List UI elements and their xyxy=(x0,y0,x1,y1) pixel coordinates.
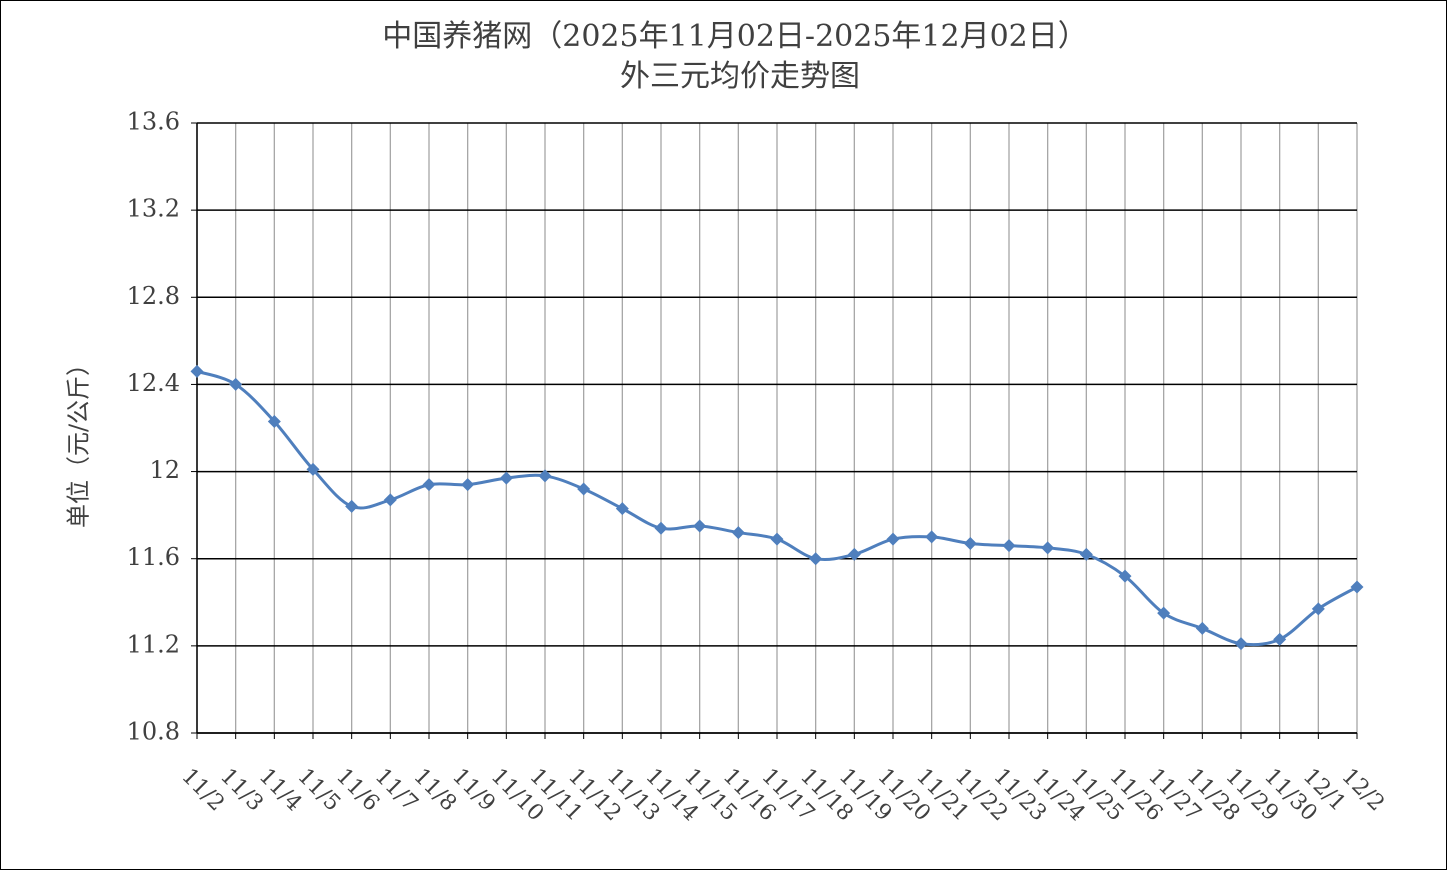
marker xyxy=(1002,539,1016,553)
marker xyxy=(229,377,243,391)
marker xyxy=(1041,541,1055,555)
marker xyxy=(654,521,668,535)
marker xyxy=(499,471,513,485)
y-tick-label: 12.8 xyxy=(127,282,180,310)
marker xyxy=(1350,580,1364,594)
marker xyxy=(383,493,397,507)
marker xyxy=(693,519,707,533)
marker xyxy=(1234,637,1248,651)
y-tick-label: 12 xyxy=(149,456,180,484)
marker xyxy=(1157,606,1171,620)
marker xyxy=(1079,547,1093,561)
y-tick-label: 11.6 xyxy=(127,543,180,571)
marker xyxy=(345,499,359,513)
y-tick-label: 10.8 xyxy=(127,718,180,746)
marker xyxy=(306,462,320,476)
y-tick-label: 12.4 xyxy=(127,369,180,397)
y-tick-label: 13.2 xyxy=(127,195,180,223)
marker xyxy=(615,502,629,516)
marker xyxy=(1311,602,1325,616)
marker xyxy=(847,547,861,561)
marker xyxy=(267,414,281,428)
marker xyxy=(577,482,591,496)
marker xyxy=(461,478,475,492)
marker xyxy=(1273,632,1287,646)
chart-title: 中国养猪网（2025年11月02日-2025年12月02日） xyxy=(382,19,1088,54)
marker xyxy=(925,530,939,544)
marker xyxy=(731,526,745,540)
marker xyxy=(538,469,552,483)
y-tick-label: 13.6 xyxy=(127,108,180,136)
marker xyxy=(809,552,823,566)
marker xyxy=(1195,621,1209,635)
marker xyxy=(422,478,436,492)
marker xyxy=(886,532,900,546)
y-axis-label: 单位（元/公斤） xyxy=(65,352,93,528)
marker xyxy=(1118,569,1132,583)
marker xyxy=(963,536,977,550)
marker xyxy=(190,364,204,378)
chart-subtitle: 外三元均价走势图 xyxy=(620,59,860,94)
marker xyxy=(770,532,784,546)
y-tick-label: 11.2 xyxy=(127,630,180,658)
